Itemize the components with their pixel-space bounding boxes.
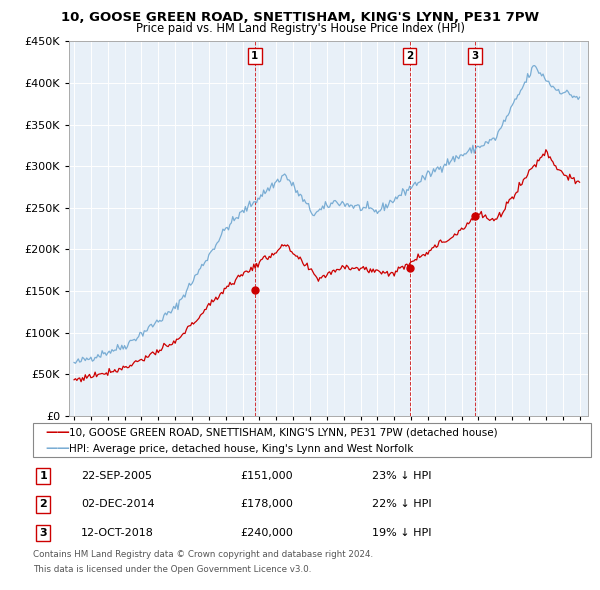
- Text: 23% ↓ HPI: 23% ↓ HPI: [372, 471, 431, 481]
- Text: 19% ↓ HPI: 19% ↓ HPI: [372, 528, 431, 537]
- Text: This data is licensed under the Open Government Licence v3.0.: This data is licensed under the Open Gov…: [33, 565, 311, 573]
- Text: ——: ——: [45, 426, 70, 439]
- Text: ——: ——: [45, 442, 70, 455]
- Text: 3: 3: [40, 528, 47, 537]
- Text: 3: 3: [471, 51, 478, 61]
- Text: 1: 1: [40, 471, 47, 481]
- Text: 2: 2: [40, 500, 47, 509]
- Text: Contains HM Land Registry data © Crown copyright and database right 2024.: Contains HM Land Registry data © Crown c…: [33, 550, 373, 559]
- Text: 02-DEC-2014: 02-DEC-2014: [81, 500, 155, 509]
- Text: 22-SEP-2005: 22-SEP-2005: [81, 471, 152, 481]
- Text: HPI: Average price, detached house, King's Lynn and West Norfolk: HPI: Average price, detached house, King…: [69, 444, 413, 454]
- Text: £151,000: £151,000: [240, 471, 293, 481]
- Text: Price paid vs. HM Land Registry's House Price Index (HPI): Price paid vs. HM Land Registry's House …: [136, 22, 464, 35]
- Text: 12-OCT-2018: 12-OCT-2018: [81, 528, 154, 537]
- Text: 10, GOOSE GREEN ROAD, SNETTISHAM, KING'S LYNN, PE31 7PW: 10, GOOSE GREEN ROAD, SNETTISHAM, KING'S…: [61, 11, 539, 24]
- Text: £178,000: £178,000: [240, 500, 293, 509]
- Text: 10, GOOSE GREEN ROAD, SNETTISHAM, KING'S LYNN, PE31 7PW (detached house): 10, GOOSE GREEN ROAD, SNETTISHAM, KING'S…: [69, 428, 497, 438]
- Text: £240,000: £240,000: [240, 528, 293, 537]
- Text: 2: 2: [406, 51, 413, 61]
- Text: 1: 1: [251, 51, 259, 61]
- Text: 22% ↓ HPI: 22% ↓ HPI: [372, 500, 431, 509]
